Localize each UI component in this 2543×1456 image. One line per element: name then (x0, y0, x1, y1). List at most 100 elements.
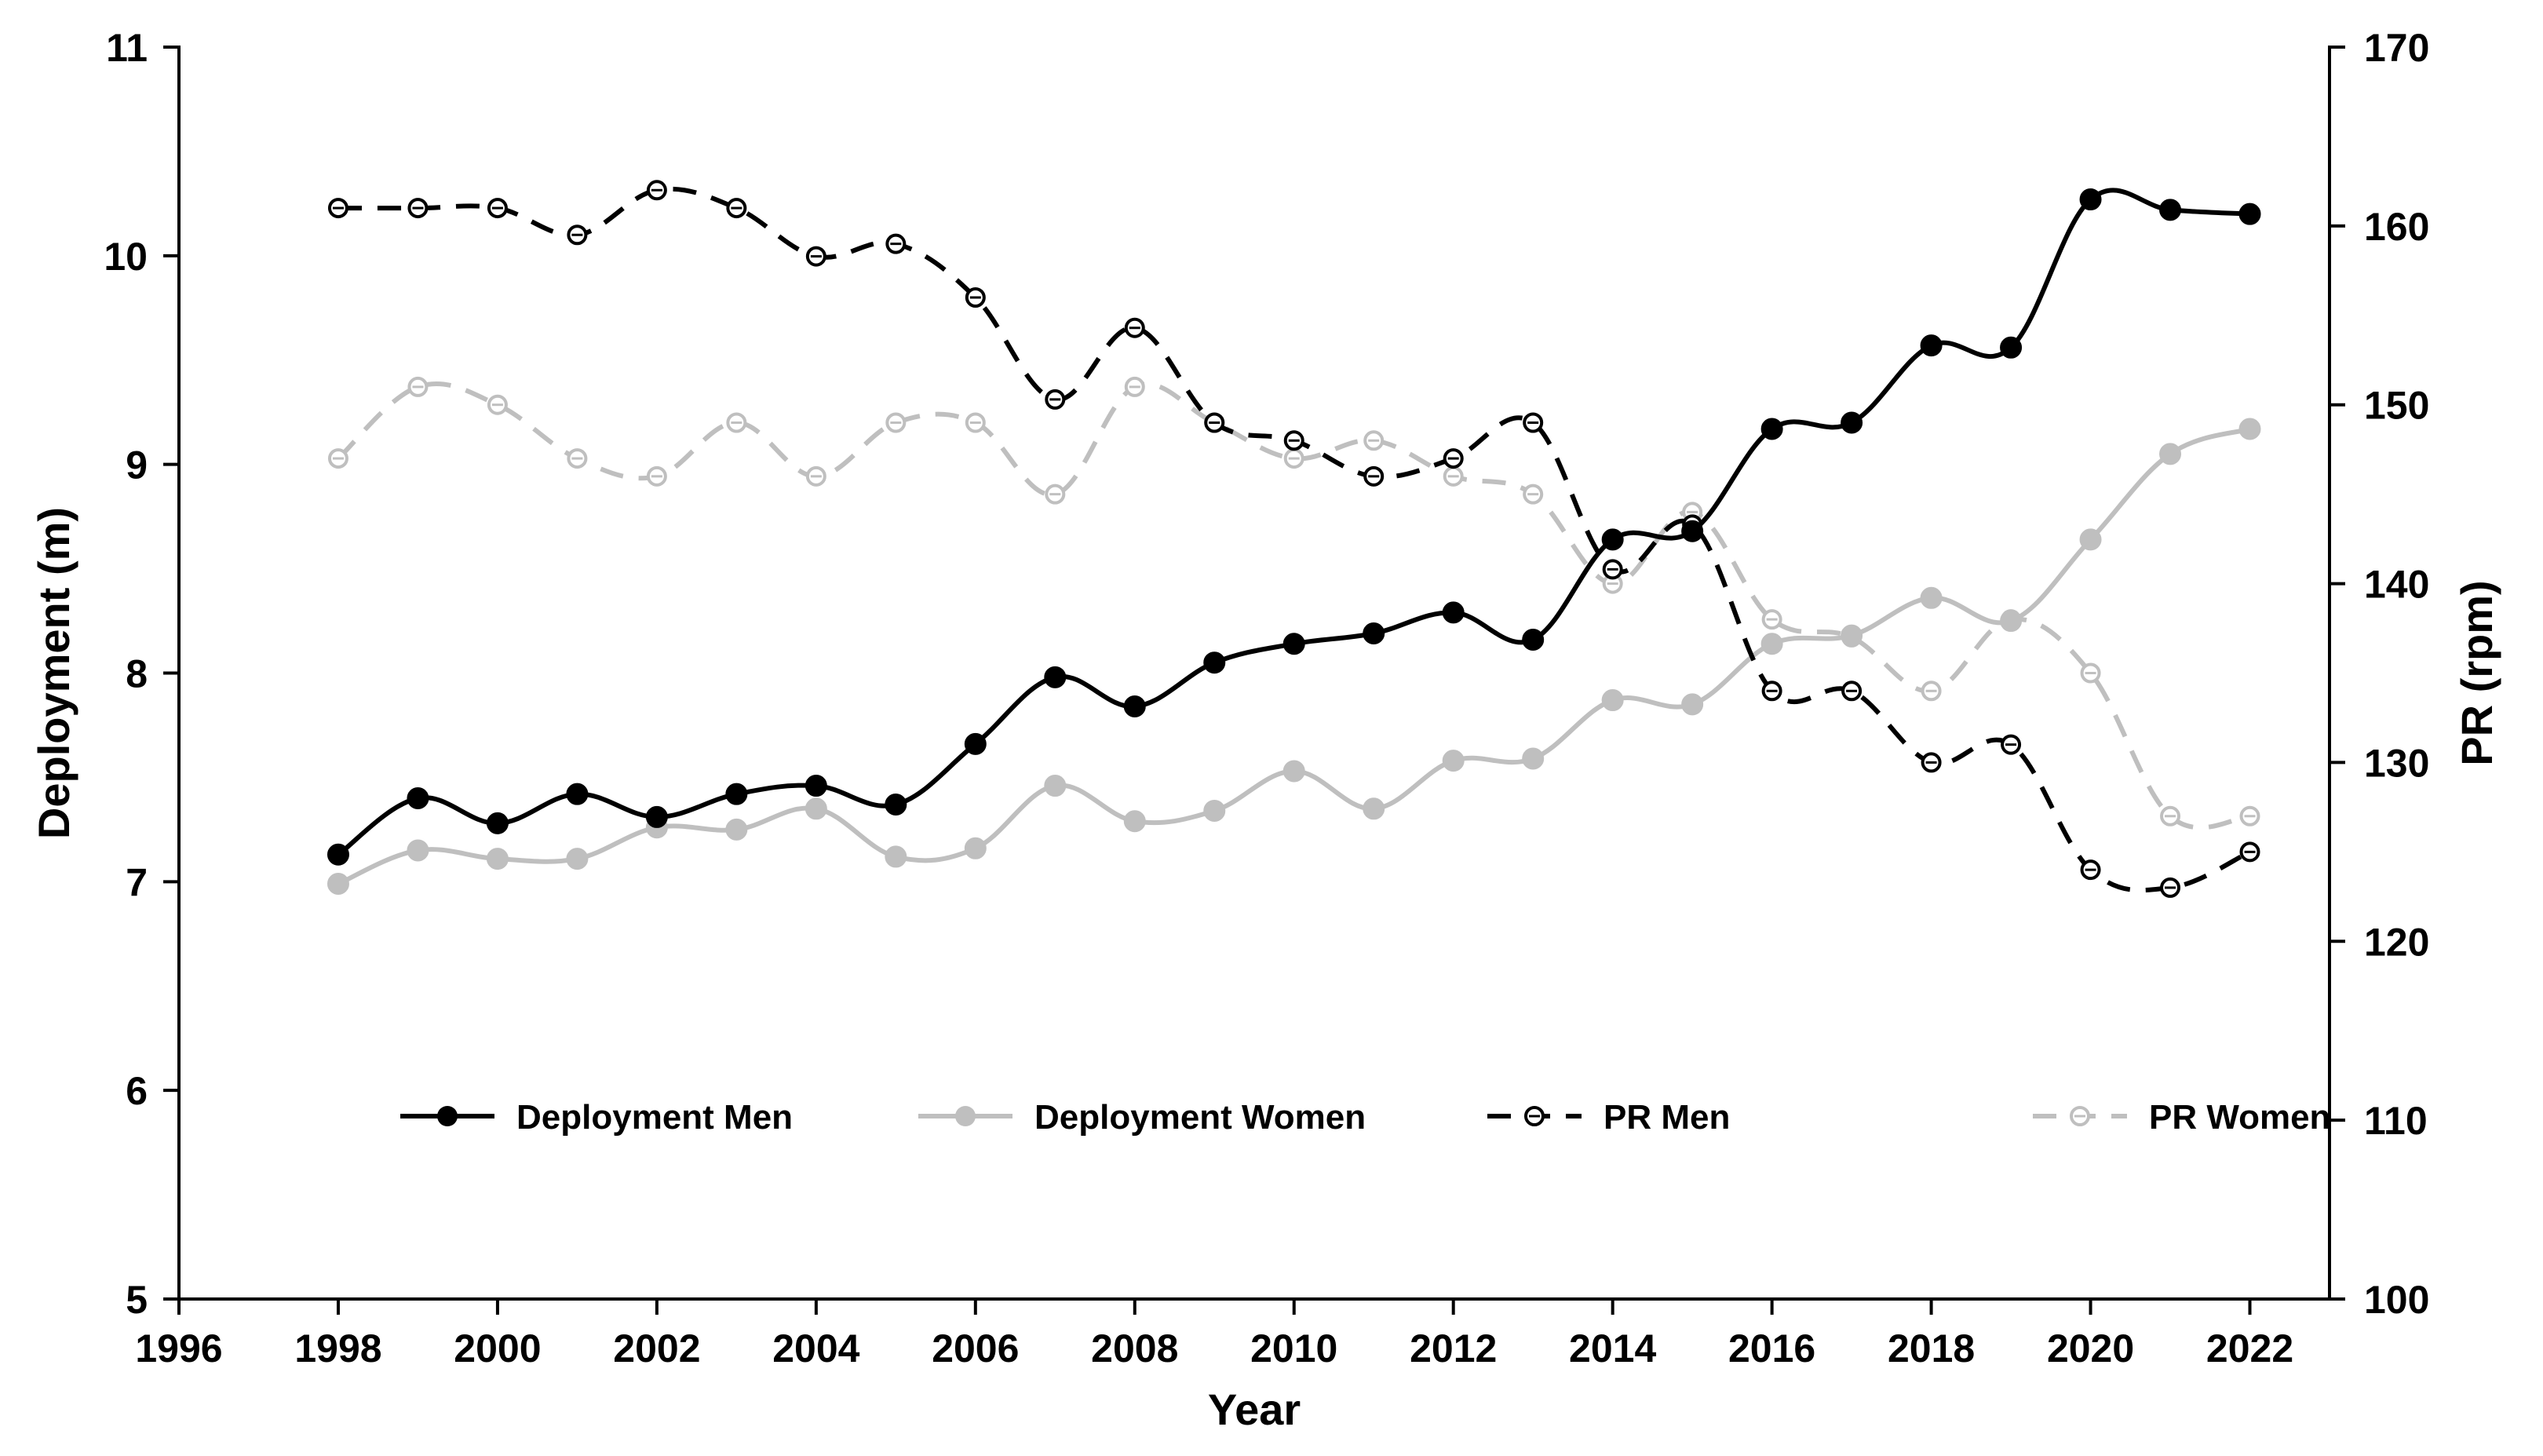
legend: Deployment Men Deployment Women PR Men PR W… (400, 1098, 2330, 1137)
left-y-tick-label: 7 (126, 860, 148, 904)
x-tick-label: 2016 (1728, 1326, 1815, 1370)
left-y-tick-label: 8 (126, 652, 148, 696)
data-point-deployment-women (566, 848, 589, 870)
x-tick-label: 2018 (1888, 1326, 1975, 1370)
series-pr-men (327, 180, 2260, 898)
left-y-tick-label: 9 (126, 443, 148, 487)
data-point-deployment-women (1203, 799, 1226, 822)
data-point-deployment-women (1282, 760, 1305, 783)
left-y-tick-label: 10 (104, 235, 148, 279)
x-tick-label: 2006 (932, 1326, 1019, 1370)
data-point-deployment-men (486, 812, 509, 834)
data-point-deployment-women (2000, 610, 2023, 633)
x-tick-label: 1996 (135, 1326, 222, 1370)
data-point-deployment-women (2238, 418, 2261, 440)
data-point-deployment-women (327, 872, 349, 895)
right-y-tick-label: 140 (2364, 563, 2429, 607)
data-point-deployment-men (2238, 203, 2261, 225)
legend-swatch-marker-deployment-men (437, 1106, 458, 1126)
data-point-deployment-men (1044, 666, 1067, 688)
left-y-tick-label: 11 (106, 26, 148, 70)
data-point-deployment-men (1282, 633, 1305, 655)
legend-item-pr-women: PR Women (2033, 1098, 2330, 1137)
data-point-deployment-men (1522, 628, 1545, 651)
x-tick-label: 2000 (454, 1326, 541, 1370)
data-point-deployment-women (1522, 747, 1545, 770)
data-point-deployment-men (2000, 336, 2023, 359)
legend-label-deployment-men: Deployment Men (516, 1098, 793, 1137)
x-tick-label: 2014 (1569, 1326, 1656, 1370)
legend-label-pr-women: PR Women (2149, 1098, 2330, 1137)
data-point-deployment-men (645, 805, 668, 828)
left-y-axis-title: Deployment (m) (29, 507, 78, 839)
data-point-deployment-women (1760, 633, 1783, 655)
right-y-tick-label: 150 (2364, 384, 2429, 428)
series-line-deployment-women (337, 426, 2251, 886)
right-y-tick-label: 100 (2364, 1278, 2429, 1322)
data-point-deployment-men (1442, 601, 1465, 624)
data-point-deployment-men (407, 787, 429, 809)
data-point-deployment-men (2079, 188, 2102, 211)
data-point-deployment-women (725, 818, 748, 841)
data-point-deployment-men (964, 732, 987, 755)
x-tick-label: 2004 (772, 1326, 859, 1370)
data-point-deployment-men (804, 775, 827, 797)
data-point-deployment-women (1601, 689, 1624, 712)
x-tick-label: 2020 (2047, 1326, 2134, 1370)
data-point-deployment-women (804, 797, 827, 820)
data-point-deployment-women (1841, 624, 1863, 647)
legend-swatch-marker-deployment-women (955, 1106, 976, 1126)
series-layer (327, 180, 2261, 898)
data-point-deployment-women (885, 845, 907, 868)
series-line-pr-women (336, 381, 2250, 830)
right-y-axis-title: PR (rpm) (2452, 580, 2501, 765)
data-point-deployment-men (1363, 622, 1385, 644)
data-point-deployment-men (1920, 334, 1943, 357)
data-point-deployment-women (407, 839, 429, 862)
x-tick-label: 2010 (1250, 1326, 1337, 1370)
x-tick-label: 2012 (1410, 1326, 1497, 1370)
data-point-deployment-men (327, 843, 349, 866)
data-point-deployment-men (885, 793, 907, 816)
legend-item-pr-men: PR Men (1487, 1098, 1730, 1137)
series-deployment-women (327, 418, 2261, 895)
data-point-deployment-women (1363, 797, 1385, 820)
data-point-deployment-men (1601, 528, 1624, 551)
legend-item-deployment-men: Deployment Men (400, 1098, 793, 1137)
data-point-deployment-women (486, 848, 509, 870)
right-y-tick-label: 110 (2364, 1099, 2428, 1143)
data-point-deployment-women (1044, 775, 1067, 797)
data-point-deployment-women (2159, 443, 2182, 465)
right-y-tick-label: 130 (2364, 741, 2429, 785)
right-y-tick-label: 160 (2364, 205, 2429, 249)
x-tick-label: 2008 (1091, 1326, 1178, 1370)
x-axis-title: Year (1208, 1385, 1301, 1434)
legend-item-deployment-women: Deployment Women (918, 1098, 1366, 1137)
left-y-tick-label: 5 (126, 1278, 148, 1322)
data-point-deployment-men (1760, 418, 1783, 440)
x-tick-label: 1998 (294, 1326, 381, 1370)
data-point-deployment-women (1920, 586, 1943, 609)
data-point-deployment-women (1681, 693, 1704, 716)
legend-label-deployment-women: Deployment Women (1034, 1098, 1366, 1137)
right-y-tick-label: 120 (2364, 920, 2429, 964)
data-point-deployment-men (1841, 411, 1863, 434)
data-point-deployment-men (1203, 651, 1226, 674)
data-point-deployment-men (566, 783, 589, 805)
data-point-deployment-women (964, 837, 987, 859)
x-tick-label: 2022 (2206, 1326, 2293, 1370)
x-tick-label: 2002 (613, 1326, 700, 1370)
series-line-pr-men (337, 186, 2251, 893)
data-point-deployment-women (2079, 528, 2102, 551)
data-point-deployment-men (2159, 199, 2182, 221)
left-y-tick-label: 6 (126, 1069, 148, 1113)
data-point-deployment-women (1123, 810, 1146, 833)
data-point-deployment-men (725, 783, 748, 805)
right-y-tick-label: 170 (2364, 26, 2429, 70)
data-point-deployment-men (1123, 695, 1146, 718)
axes-layer: 1996 1998 2000 2002 2004 2006 2008 2010 2012 2014… (29, 26, 2501, 1434)
data-point-deployment-women (1442, 750, 1465, 772)
series-deployment-men (327, 188, 2261, 866)
legend-label-pr-men: PR Men (1604, 1098, 1730, 1137)
